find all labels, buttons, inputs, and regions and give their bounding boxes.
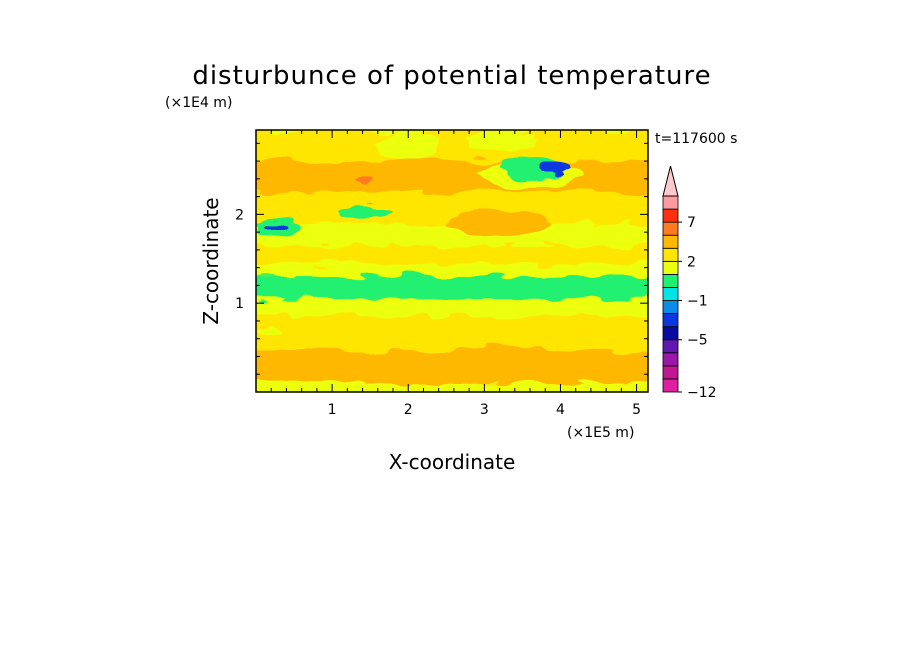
colorbar-tick-label: −5 (687, 333, 708, 349)
colorbar-box (662, 313, 679, 328)
field-band-3 (256, 298, 648, 317)
colorbar-box (662, 208, 679, 223)
chart-title: disturbunce of potential temperature (192, 61, 711, 91)
field-band-10 (256, 130, 648, 162)
z-axis-unit: (×1E4 m) (165, 95, 232, 111)
field-feature-1 (453, 343, 553, 370)
colorbar-box (662, 352, 679, 367)
colorbar-tick-label: −1 (687, 294, 708, 310)
x-axis-unit: (×1E5 m) (567, 425, 634, 441)
field-feature-8 (263, 223, 287, 231)
x-tick-label: 3 (480, 402, 489, 418)
field-feature-12 (377, 130, 439, 162)
plot-frame (255, 129, 649, 393)
field-band-9 (256, 161, 648, 193)
field-band-2 (256, 316, 648, 353)
field-feature-11 (294, 298, 371, 308)
colorbar-box (662, 300, 679, 314)
field-band-0 (256, 383, 648, 392)
colorbar-tick-label: 2 (687, 254, 696, 270)
colorbar: −12−5−127 (662, 165, 717, 401)
field-feature-0 (271, 352, 424, 382)
x-tick-label: 2 (404, 402, 413, 418)
field-band-6 (256, 245, 648, 264)
colorbar-box (662, 273, 679, 288)
colorbar-box (662, 339, 679, 354)
colorbar-extend-arrow (662, 165, 679, 197)
colorbar-box (662, 221, 679, 236)
field-band-4 (256, 276, 648, 299)
colorbar-box (662, 287, 679, 301)
axis-ticks: 1 2 3 4 5 1 2 (235, 130, 648, 418)
colorbar-box (662, 378, 679, 393)
field-band-5 (256, 263, 648, 277)
field-feature-14 (256, 325, 287, 339)
z-tick-label: 1 (235, 296, 244, 312)
x-tick-label: 4 (556, 402, 565, 418)
colorbar-box (662, 260, 679, 275)
z-tick-label: 2 (235, 207, 244, 223)
time-label: t=117600 s (655, 131, 737, 147)
field-feature-6 (541, 161, 572, 175)
colorbar-tick-label: −12 (687, 385, 717, 401)
colorbar-box (662, 326, 679, 341)
x-axis-label: X-coordinate (389, 450, 516, 474)
colorbar-box (662, 247, 679, 262)
colorbar-box (662, 195, 679, 210)
field-feature-10 (446, 209, 546, 237)
colorbar-box (662, 365, 679, 380)
field-feature-13 (469, 130, 538, 153)
colorbar-box (662, 234, 679, 249)
x-tick-label: 5 (632, 402, 641, 418)
field-feature-9 (339, 205, 394, 219)
contour-field (256, 130, 648, 392)
field-feature-3 (354, 174, 371, 186)
z-axis-label: Z-coordinate (199, 197, 223, 324)
colorbar-tick-label: 7 (687, 215, 696, 231)
field-band-7 (256, 223, 648, 246)
x-tick-label: 1 (328, 402, 337, 418)
